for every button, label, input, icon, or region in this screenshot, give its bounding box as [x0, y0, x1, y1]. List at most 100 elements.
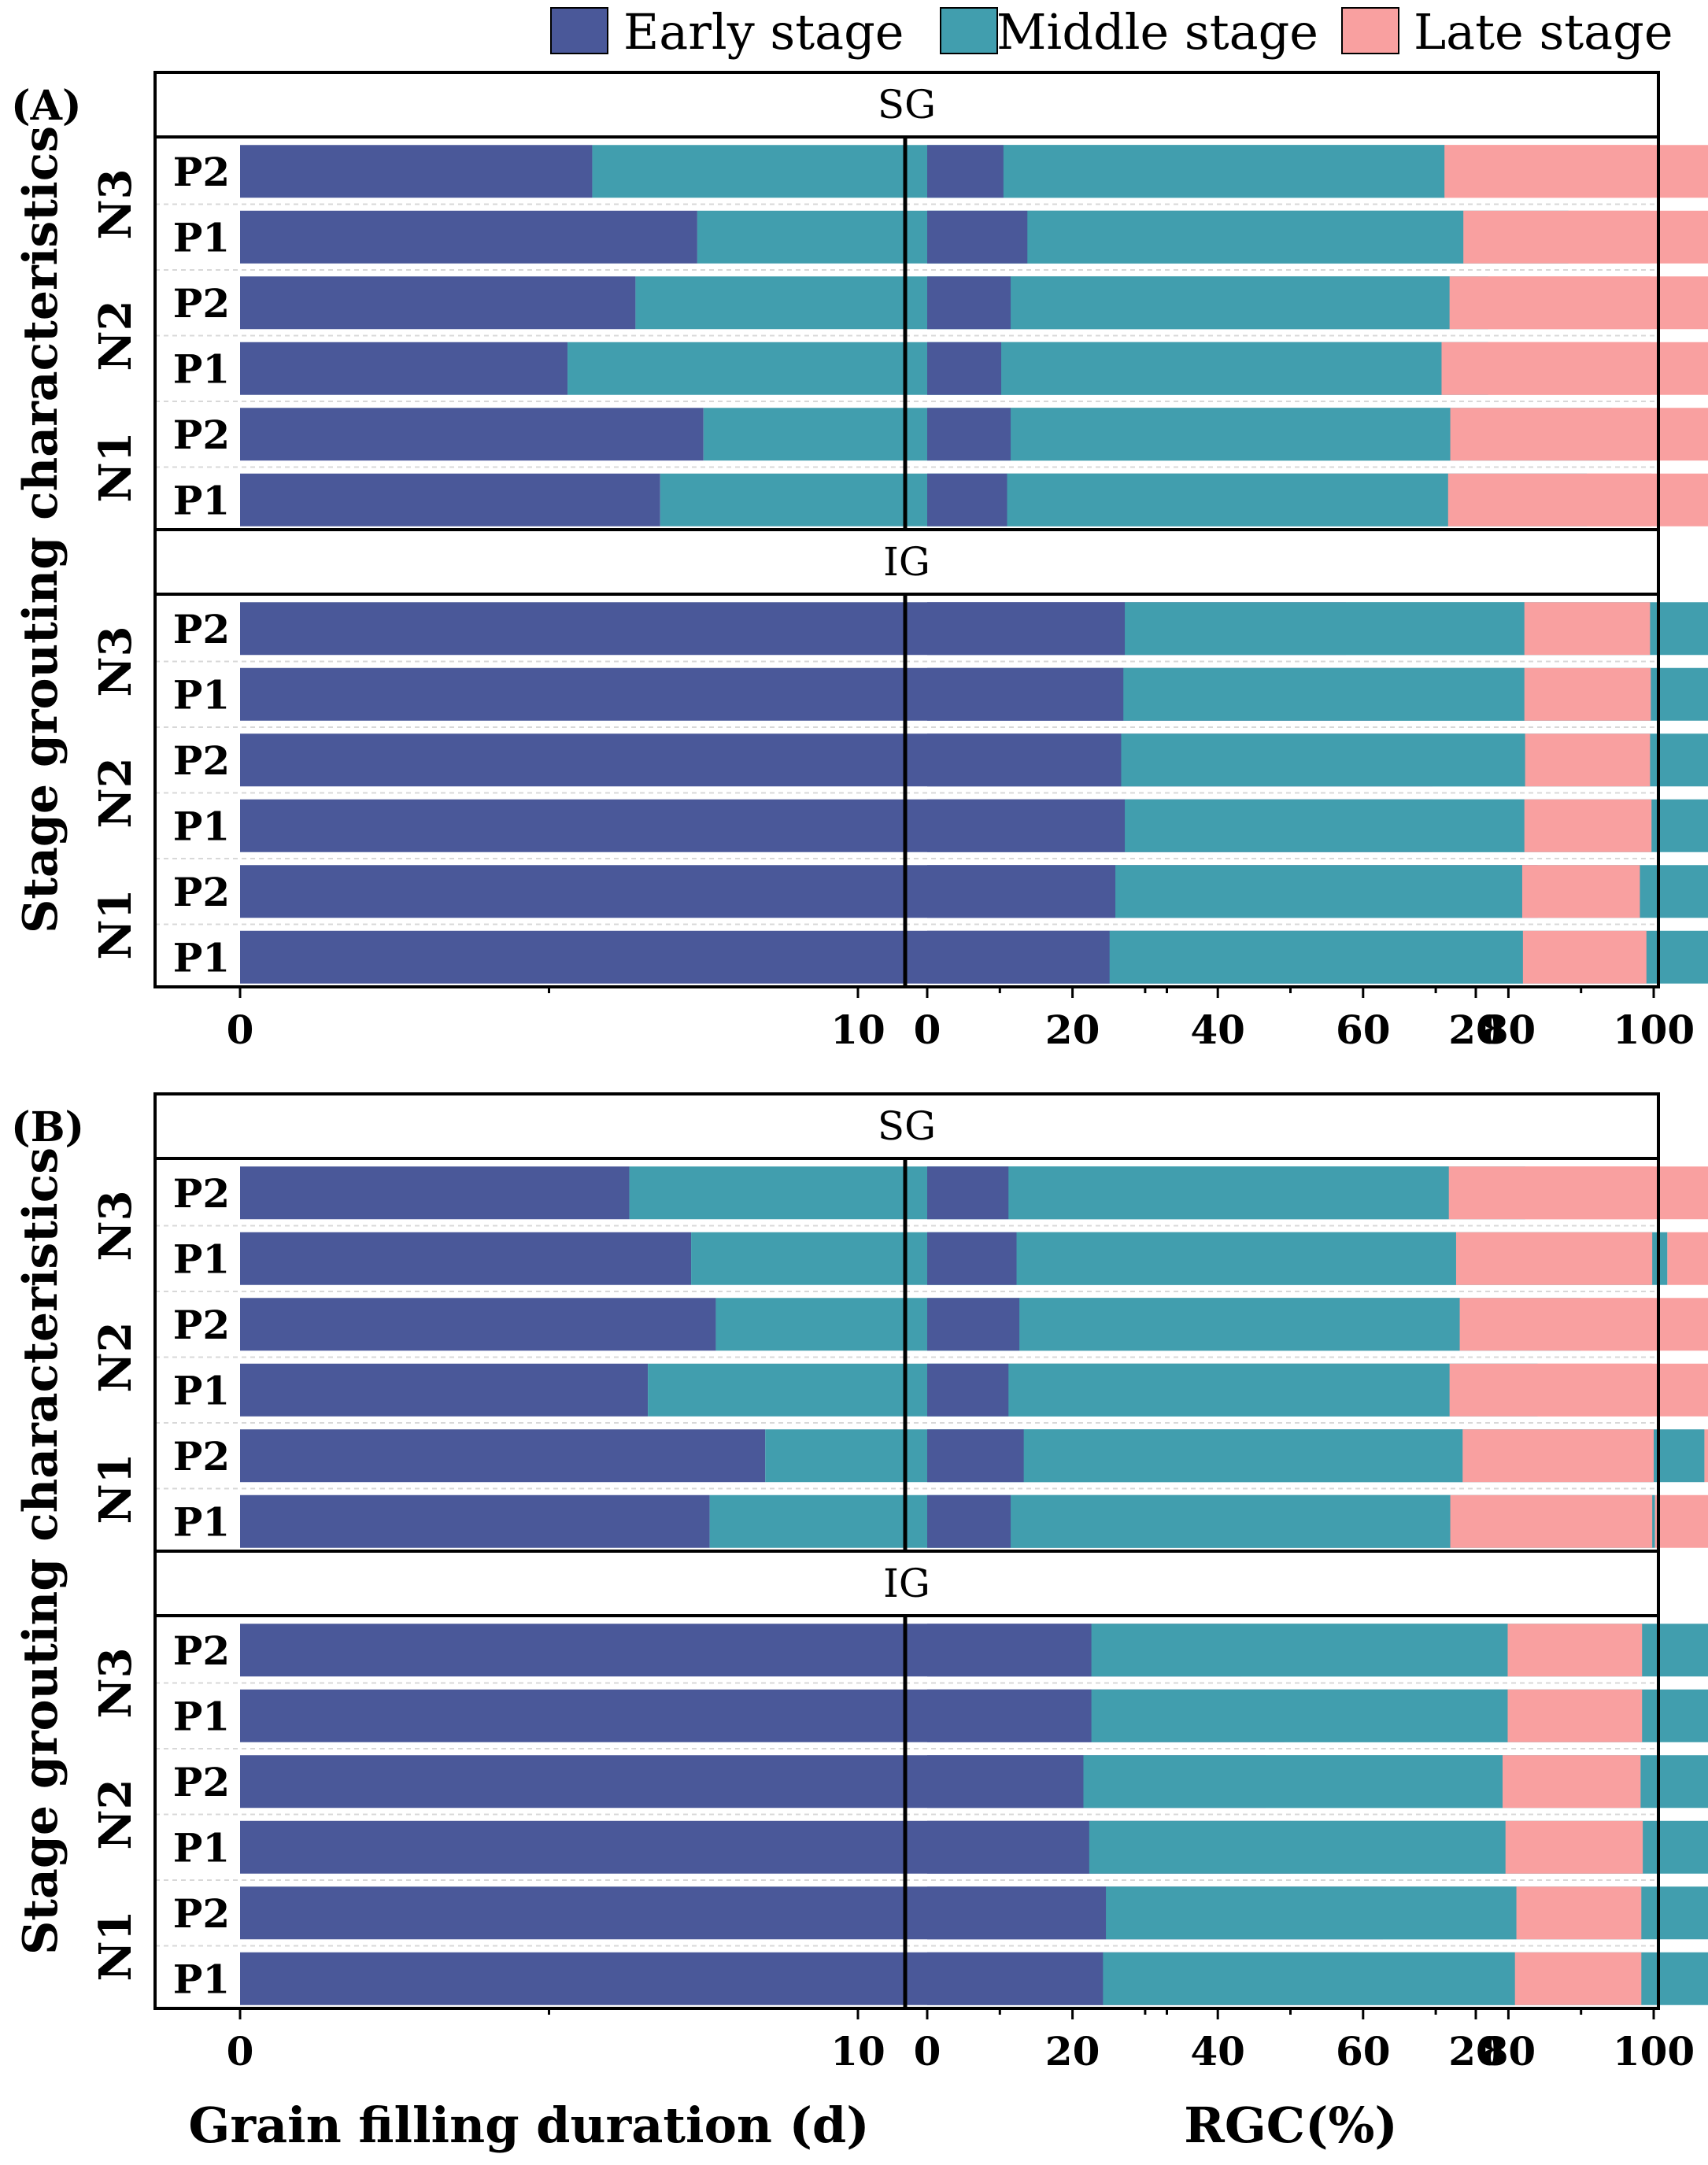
- rgc-tick-label: 100: [1613, 2028, 1695, 2074]
- row-label: P1: [173, 1367, 230, 1413]
- bar-rgc-middle: [1089, 1820, 1506, 1874]
- bar-rgc-early: [927, 1952, 1104, 2005]
- bar-rgc-early: [927, 930, 1110, 984]
- bar-rgc-late: [1525, 733, 1651, 787]
- bar-duration-late: [1667, 1232, 1708, 1285]
- bar-rgc-late: [1463, 210, 1651, 264]
- bar-duration-early: [240, 473, 660, 526]
- bar-rgc-early: [927, 667, 1124, 721]
- bar-rgc-late: [1507, 1689, 1643, 1742]
- bar-rgc-late: [1524, 667, 1651, 721]
- bar-rgc-late: [1444, 145, 1652, 198]
- bar-rgc-late: [1447, 473, 1652, 526]
- group-label: N3: [90, 1190, 142, 1261]
- bar-rgc-middle: [1091, 1624, 1508, 1677]
- group-label: N2: [90, 300, 142, 371]
- bar-rgc-middle: [1123, 667, 1525, 721]
- row-label: P1: [173, 1498, 230, 1545]
- bar-rgc-late: [1455, 1232, 1653, 1285]
- row-label: P2: [173, 1759, 230, 1805]
- bar-rgc-middle: [1125, 602, 1525, 656]
- bar-rgc-late: [1448, 1166, 1654, 1220]
- bar-rgc-early: [927, 1363, 1009, 1417]
- bar-rgc-late: [1462, 1429, 1654, 1483]
- rgc-tick-label: 40: [1190, 1007, 1245, 1053]
- bar-rgc-middle: [1125, 799, 1525, 852]
- bar-duration-early: [240, 145, 593, 198]
- rgc-tick-label: 60: [1336, 2028, 1391, 2074]
- row-label: P2: [173, 606, 230, 652]
- bar-rgc-middle: [1011, 408, 1451, 461]
- rgc-tick-label: 0: [914, 1007, 941, 1053]
- panel-1: (B)Stage grouting characteristics SG P2 P1 P…: [11, 1092, 1708, 2154]
- bar-rgc-early: [927, 602, 1126, 656]
- group-label: N1: [90, 431, 142, 502]
- bar-rgc-middle: [1008, 1166, 1449, 1220]
- legend-swatch-late: [1341, 7, 1399, 54]
- row-label: P1: [173, 1693, 230, 1739]
- bar-rgc-early: [927, 799, 1126, 852]
- bar-rgc-late: [1459, 1298, 1654, 1351]
- bar-rgc-early: [927, 865, 1116, 918]
- legend: Early stage Middle stage Late stage: [550, 3, 1673, 61]
- panel-label: (A): [11, 82, 82, 130]
- bar-rgc-middle: [1007, 473, 1448, 526]
- strip-box: [153, 1092, 1660, 1160]
- duration-tick-label: 20: [1448, 2028, 1503, 2074]
- bar-duration-early: [240, 1166, 630, 1220]
- bar-rgc-late: [1503, 1755, 1641, 1808]
- bar-rgc-middle: [1003, 145, 1445, 198]
- duration-tick-label: 0: [227, 1007, 254, 1053]
- bar-rgc-early: [927, 733, 1122, 787]
- bar-rgc-early: [927, 1624, 1092, 1677]
- row-label: P1: [173, 214, 230, 260]
- rgc-tick-label: 40: [1190, 2028, 1245, 2074]
- legend-label-middle: Middle stage: [996, 3, 1318, 61]
- row-label: P1: [173, 934, 230, 981]
- bar-rgc-middle: [1008, 1363, 1450, 1417]
- bar-rgc-late: [1516, 1886, 1642, 1940]
- group-label: N1: [90, 889, 142, 959]
- bar-rgc-early: [927, 1886, 1107, 1940]
- rgc-tick-label: 20: [1045, 2028, 1100, 2074]
- bar-duration-early: [240, 1429, 766, 1483]
- bar-rgc-early: [927, 145, 1004, 198]
- strip-label: IG: [883, 539, 930, 585]
- rgc-tick-label: 0: [914, 2028, 941, 2074]
- bar-rgc-middle: [1011, 276, 1450, 330]
- bar-rgc-early: [927, 473, 1007, 526]
- duration-axis-title: Grain filling duration (d): [188, 2097, 869, 2154]
- bar-rgc-early: [927, 1429, 1024, 1483]
- y-axis-title: Stage grouting characteristics: [13, 1147, 68, 1955]
- duration-tick-label: 10: [830, 2028, 885, 2074]
- bar-rgc-early: [927, 1689, 1092, 1742]
- rgc-axis-title: RGC(%): [1184, 2097, 1397, 2154]
- bar-duration-late: [1704, 1429, 1708, 1483]
- row-label: P1: [173, 1236, 230, 1282]
- bar-rgc-middle: [1027, 210, 1464, 264]
- bar-rgc-early: [927, 276, 1011, 330]
- bar-rgc-late: [1524, 799, 1652, 852]
- strip-label: IG: [883, 1561, 930, 1606]
- bar-rgc-early: [927, 342, 1002, 395]
- bar-duration-early: [240, 1363, 649, 1417]
- panel-label: (B): [11, 1103, 84, 1151]
- row-label: P1: [173, 1956, 230, 2002]
- legend-label-late: Late stage: [1414, 3, 1673, 61]
- strip-box: [153, 1550, 1660, 1617]
- bar-rgc-late: [1524, 602, 1651, 656]
- bar-rgc-middle: [1011, 1494, 1451, 1548]
- bar-rgc-late: [1514, 1952, 1642, 2005]
- row-label: P1: [173, 345, 230, 392]
- row-label: P2: [173, 280, 230, 327]
- rgc-tick-label: 60: [1336, 1007, 1391, 1053]
- bar-rgc-middle: [1083, 1755, 1503, 1808]
- bar-rgc-early: [927, 1232, 1017, 1285]
- bar-rgc-early: [927, 408, 1011, 461]
- bar-duration-early: [240, 408, 704, 461]
- legend-swatch-middle: [940, 7, 998, 54]
- bar-rgc-middle: [1106, 1886, 1517, 1940]
- panel-0: (A)Stage grouting characteristics SG P2 P1 P…: [11, 71, 1708, 1053]
- bar-rgc-early: [927, 210, 1028, 264]
